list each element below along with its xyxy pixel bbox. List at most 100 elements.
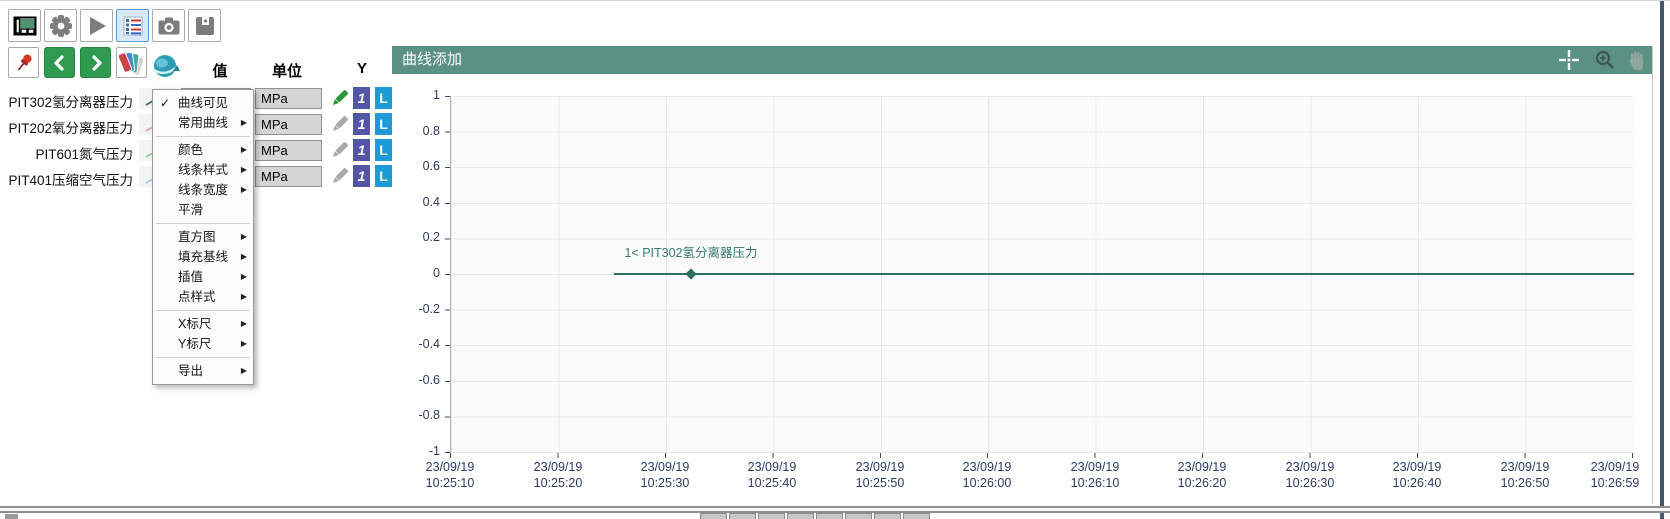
panel-divider[interactable] bbox=[0, 506, 1670, 513]
pan-button[interactable] bbox=[1626, 49, 1648, 71]
camera-icon bbox=[158, 17, 179, 34]
x-tick-label: 23/09/19 10:25:30 bbox=[640, 460, 690, 490]
series-line-pit302[interactable] bbox=[614, 273, 1634, 275]
x-tick-label: 23/09/19 10:26:20 bbox=[1177, 460, 1227, 490]
menu-item-line-width[interactable]: 线条宽度 ▶ bbox=[153, 180, 253, 200]
menu-item-color[interactable]: 颜色 ▶ bbox=[153, 140, 253, 160]
play-button[interactable] bbox=[80, 9, 113, 42]
x-axis-ticks bbox=[450, 453, 1634, 458]
curve-unit-box[interactable]: MPa bbox=[255, 140, 322, 161]
menu-item-histogram[interactable]: 直方图 ▶ bbox=[153, 227, 253, 247]
chart-header: 曲线添加 bbox=[392, 46, 1652, 74]
menu-item-point-style[interactable]: 点样式 ▶ bbox=[153, 287, 253, 307]
bottom-button[interactable] bbox=[845, 513, 872, 519]
y-tick-label: -0.2 bbox=[418, 302, 440, 316]
left-axis-badge[interactable]: L bbox=[375, 113, 392, 135]
refresh-button[interactable] bbox=[150, 51, 181, 82]
y-tick-label: -0.8 bbox=[418, 408, 440, 422]
step-forward-button[interactable] bbox=[80, 47, 111, 78]
pin-button[interactable] bbox=[8, 47, 39, 78]
submenu-arrow-icon: ▶ bbox=[240, 145, 247, 154]
bottom-button[interactable] bbox=[903, 513, 930, 519]
menu-item-common-curves[interactable]: 常用曲线 ▶ bbox=[153, 113, 253, 133]
y-scale-badge[interactable]: 1 bbox=[353, 165, 370, 187]
edit-pencil-icon[interactable] bbox=[329, 165, 351, 187]
zoom-in-button[interactable] bbox=[1594, 49, 1616, 71]
bottom-left-handle[interactable] bbox=[5, 514, 18, 519]
menu-item-line-style[interactable]: 线条样式 ▶ bbox=[153, 160, 253, 180]
menu-separator bbox=[156, 310, 250, 311]
y-scale-badge[interactable]: 1 bbox=[353, 139, 370, 161]
save-button[interactable] bbox=[188, 9, 221, 42]
bottom-button[interactable] bbox=[729, 513, 756, 519]
curve-unit-box[interactable]: MPa bbox=[255, 114, 322, 135]
bottom-button[interactable] bbox=[816, 513, 843, 519]
edit-pencil-icon[interactable] bbox=[329, 87, 351, 109]
snapshot-button[interactable] bbox=[152, 9, 185, 42]
column-header-y: Y bbox=[356, 60, 367, 77]
y-axis-ticks bbox=[445, 96, 450, 454]
submenu-arrow-icon: ▶ bbox=[240, 272, 247, 281]
submenu-arrow-icon: ▶ bbox=[240, 366, 247, 375]
step-back-button[interactable] bbox=[44, 47, 75, 78]
palette-button[interactable] bbox=[116, 47, 147, 78]
menu-item-fill-baseline[interactable]: 填充基线 ▶ bbox=[153, 247, 253, 267]
y-tick-label: 0 bbox=[433, 266, 440, 280]
menu-separator bbox=[156, 136, 250, 137]
curve-name[interactable]: PIT202氧分离器压力 bbox=[8, 121, 133, 136]
curve-name[interactable]: PIT302氢分离器压力 bbox=[8, 95, 133, 110]
y-scale-badge[interactable]: 1 bbox=[353, 113, 370, 135]
curve-name[interactable]: PIT401压缩空气压力 bbox=[8, 173, 133, 188]
bottom-button[interactable] bbox=[874, 513, 901, 519]
edit-pencil-icon[interactable] bbox=[329, 139, 351, 161]
submenu-arrow-icon: ▶ bbox=[240, 319, 247, 328]
layout-icon bbox=[13, 16, 36, 35]
left-axis-badge[interactable]: L bbox=[375, 139, 392, 161]
layout-button[interactable] bbox=[8, 9, 41, 42]
plot-area[interactable]: 1< PIT302氢分离器压力 bbox=[450, 96, 1634, 453]
chart-title: 曲线添加 bbox=[402, 51, 463, 68]
x-tick-label: 23/09/19 10:26:10 bbox=[1070, 460, 1120, 490]
y-tick-label: -1 bbox=[428, 444, 440, 458]
left-axis-badge[interactable]: L bbox=[375, 165, 392, 187]
edit-pencil-icon[interactable] bbox=[329, 113, 351, 135]
y-tick-label: 0.8 bbox=[422, 124, 440, 138]
crosshair-button[interactable] bbox=[1558, 49, 1580, 71]
menu-item-x-ruler[interactable]: X标尺 ▶ bbox=[153, 314, 253, 334]
menu-item-interpolation[interactable]: 插值 ▶ bbox=[153, 267, 253, 287]
bottom-button[interactable] bbox=[700, 513, 727, 519]
settings-gear-icon bbox=[49, 14, 72, 37]
curve-unit-box[interactable]: MPa bbox=[255, 88, 322, 109]
submenu-arrow-icon: ▶ bbox=[240, 185, 247, 194]
menu-item-export[interactable]: 导出 ▶ bbox=[153, 361, 253, 381]
submenu-arrow-icon: ▶ bbox=[240, 292, 247, 301]
menu-item-smooth[interactable]: 平滑 bbox=[178, 203, 204, 217]
chevron-right-icon bbox=[91, 54, 102, 71]
menu-item-y-ruler[interactable]: Y标尺 ▶ bbox=[153, 334, 253, 354]
y-scale-badge[interactable]: 1 bbox=[353, 87, 370, 109]
left-axis-badge[interactable]: L bbox=[375, 87, 392, 109]
crosshair-icon bbox=[1559, 50, 1579, 70]
y-tick-label: 0.2 bbox=[422, 230, 440, 244]
curve-unit-box[interactable]: MPa bbox=[255, 166, 322, 187]
bottom-panel-buttons bbox=[700, 513, 930, 519]
table-view-button[interactable] bbox=[116, 9, 149, 42]
window-right-border bbox=[1660, 1, 1664, 519]
menu-item-curve-visible[interactable]: ✓ 曲线可见 bbox=[153, 93, 253, 113]
bottom-button[interactable] bbox=[758, 513, 785, 519]
bottom-button[interactable] bbox=[787, 513, 814, 519]
pushpin-icon bbox=[17, 53, 32, 71]
y-tick-label: 0.4 bbox=[422, 195, 440, 209]
check-icon: ✓ bbox=[160, 96, 171, 110]
curve-name[interactable]: PIT601氮气压力 bbox=[35, 147, 133, 162]
pan-hand-icon bbox=[1629, 51, 1643, 70]
curve-context-menu: ✓ 曲线可见 常用曲线 ▶ 颜色 ▶ 线条样式 ▶ 线条宽度 ▶ 平滑 直方图 … bbox=[152, 89, 254, 385]
settings-button[interactable] bbox=[44, 9, 77, 42]
series-annotation: 1< PIT302氢分离器压力 bbox=[624, 246, 758, 260]
x-tick-label: 23/09/19 10:26:00 bbox=[962, 460, 1012, 490]
x-tick-label: 23/09/19 10:25:40 bbox=[747, 460, 797, 490]
column-header-value: 值 bbox=[212, 63, 228, 80]
x-tick-label: 23/09/19 10:25:20 bbox=[533, 460, 583, 490]
series-point-marker[interactable] bbox=[685, 268, 697, 280]
